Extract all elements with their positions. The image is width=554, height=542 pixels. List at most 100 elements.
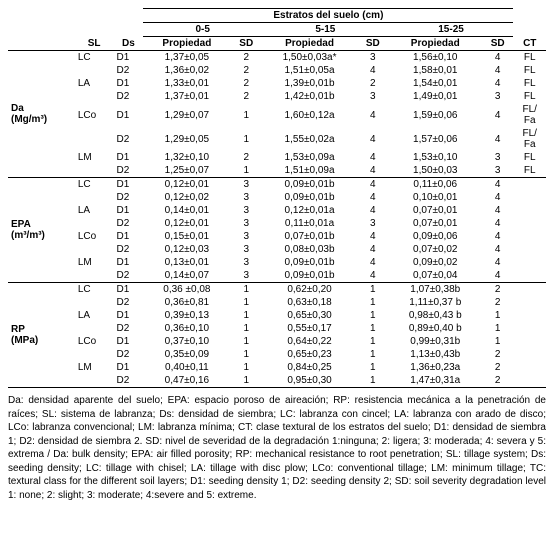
cell-prop-0-5: 0,13±0,01 xyxy=(143,256,230,269)
cell-prop-15-25: 0,07±0,01 xyxy=(389,204,482,217)
cell-prop-15-25: 0,09±0,06 xyxy=(389,230,482,243)
cell-sd-5-15: 1 xyxy=(357,296,389,309)
table-row: D20,35±0,0910,65±0,2311,13±0,43b2 xyxy=(8,348,546,361)
table-row: D20,47±0,1610,95±0,3011,47±0,31a2 xyxy=(8,374,546,388)
cell-prop-5-15: 0,84±0,25 xyxy=(262,361,357,374)
cell-sl xyxy=(75,90,114,103)
table-row: LCoD10,15±0,0130,07±0,01b40,09±0,064 xyxy=(8,230,546,243)
cell-sd-15-25: 2 xyxy=(482,374,514,388)
cell-sd-0-5: 1 xyxy=(230,309,262,322)
cell-prop-0-5: 0,39±0,13 xyxy=(143,309,230,322)
cell-ct xyxy=(513,217,546,230)
soil-strata-table: Estratos del suelo (cm) 0-5 5-15 15-25 S… xyxy=(8,8,546,388)
cell-ds: D2 xyxy=(113,127,143,151)
cell-prop-0-5: 0,14±0,01 xyxy=(143,204,230,217)
cell-prop-5-15: 0,09±0,01b xyxy=(262,256,357,269)
cell-ct xyxy=(513,322,546,335)
cell-sl xyxy=(75,269,114,283)
cell-ds: D2 xyxy=(113,64,143,77)
cell-ds: D1 xyxy=(113,51,143,65)
cell-sd-15-25: 3 xyxy=(482,151,514,164)
cell-sl: LCo xyxy=(75,335,114,348)
cell-prop-0-5: 1,29±0,05 xyxy=(143,127,230,151)
cell-sd-15-25: 2 xyxy=(482,348,514,361)
cell-prop-0-5: 0,36±0,10 xyxy=(143,322,230,335)
cell-sd-0-5: 1 xyxy=(230,103,262,127)
cell-ds: D1 xyxy=(113,178,143,192)
table-row: LAD11,33±0,0121,39±0,01b21,54±0,014FL xyxy=(8,77,546,90)
cell-ct: FL xyxy=(513,90,546,103)
cell-sd-5-15: 4 xyxy=(357,127,389,151)
cell-sl: LM xyxy=(75,361,114,374)
cell-sd-0-5: 1 xyxy=(230,283,262,297)
cell-sd-15-25: 4 xyxy=(482,191,514,204)
cell-prop-15-25: 1,07±0,38b xyxy=(389,283,482,297)
cell-sd-15-25: 4 xyxy=(482,178,514,192)
cell-prop-15-25: 0,07±0,04 xyxy=(389,269,482,283)
cell-sd-15-25: 1 xyxy=(482,335,514,348)
cell-ct xyxy=(513,230,546,243)
cell-ct xyxy=(513,191,546,204)
cell-ct xyxy=(513,348,546,361)
cell-prop-15-25: 0,11±0,06 xyxy=(389,178,482,192)
cell-ds: D2 xyxy=(113,164,143,178)
cell-sd-5-15: 1 xyxy=(357,322,389,335)
cell-prop-15-25: 1,36±0,23a xyxy=(389,361,482,374)
cell-prop-15-25: 0,98±0,43 b xyxy=(389,309,482,322)
cell-prop-0-5: 0,14±0,07 xyxy=(143,269,230,283)
cell-ct: FL xyxy=(513,51,546,65)
cell-prop-5-15: 0,11±0,01a xyxy=(262,217,357,230)
cell-sd-0-5: 3 xyxy=(230,230,262,243)
cell-sd-5-15: 1 xyxy=(357,283,389,297)
cell-prop-5-15: 0,12±0,01a xyxy=(262,204,357,217)
table-row: D21,37±0,0121,42±0,01b31,49±0,013FL xyxy=(8,90,546,103)
cell-sd-5-15: 1 xyxy=(357,335,389,348)
cell-ds: D1 xyxy=(113,77,143,90)
table-row: D21,36±0,0221,51±0,05a41,58±0,014FL xyxy=(8,64,546,77)
cell-sd-5-15: 4 xyxy=(357,164,389,178)
cell-sl: LC xyxy=(75,51,114,65)
cell-sd-15-25: 2 xyxy=(482,296,514,309)
table-caption: Da: densidad aparente del suelo; EPA: es… xyxy=(8,394,546,502)
cell-sd-5-15: 4 xyxy=(357,103,389,127)
group-label: EPA(m³/m³) xyxy=(8,178,75,283)
cell-sl xyxy=(75,243,114,256)
cell-sd-5-15: 2 xyxy=(357,77,389,90)
cell-sd-15-25: 4 xyxy=(482,204,514,217)
cell-sd-15-25: 4 xyxy=(482,256,514,269)
table-row: D20,14±0,0730,09±0,01b40,07±0,044 xyxy=(8,269,546,283)
cell-prop-5-15: 1,51±0,05a xyxy=(262,64,357,77)
cell-prop-5-15: 1,51±0,09a xyxy=(262,164,357,178)
cell-prop-5-15: 0,08±0,03b xyxy=(262,243,357,256)
cell-sd-5-15: 1 xyxy=(357,309,389,322)
col-prop-515: Propiedad xyxy=(262,37,357,51)
cell-ds: D1 xyxy=(113,204,143,217)
cell-prop-0-5: 0,36±0,81 xyxy=(143,296,230,309)
group-label: Da(Mg/m³) xyxy=(8,51,75,178)
cell-prop-5-15: 0,64±0,22 xyxy=(262,335,357,348)
table-row: D20,36±0,8110,63±0,1811,11±0,37 b2 xyxy=(8,296,546,309)
cell-sd-0-5: 3 xyxy=(230,243,262,256)
cell-prop-0-5: 1,25±0,07 xyxy=(143,164,230,178)
cell-sd-0-5: 1 xyxy=(230,127,262,151)
cell-prop-0-5: 1,29±0,07 xyxy=(143,103,230,127)
cell-sd-5-15: 4 xyxy=(357,204,389,217)
col-sd-515: SD xyxy=(357,37,389,51)
cell-sd-5-15: 1 xyxy=(357,348,389,361)
cell-sd-0-5: 3 xyxy=(230,269,262,283)
cell-prop-0-5: 0,37±0,10 xyxy=(143,335,230,348)
table-row: D20,12±0,0230,09±0,01b40,10±0,014 xyxy=(8,191,546,204)
cell-prop-5-15: 1,60±0,12a xyxy=(262,103,357,127)
cell-ds: D1 xyxy=(113,151,143,164)
table-row: EPA(m³/m³)LCD10,12±0,0130,09±0,01b40,11±… xyxy=(8,178,546,192)
col-prop-05: Propiedad xyxy=(143,37,230,51)
cell-prop-0-5: 0,36 ±0,08 xyxy=(143,283,230,297)
cell-ds: D1 xyxy=(113,335,143,348)
cell-sd-15-25: 4 xyxy=(482,51,514,65)
cell-prop-5-15: 0,65±0,23 xyxy=(262,348,357,361)
cell-prop-15-25: 1,47±0,31a xyxy=(389,374,482,388)
cell-sd-5-15: 4 xyxy=(357,64,389,77)
cell-prop-5-15: 0,95±0,30 xyxy=(262,374,357,388)
cell-sd-5-15: 4 xyxy=(357,178,389,192)
cell-sd-0-5: 3 xyxy=(230,204,262,217)
